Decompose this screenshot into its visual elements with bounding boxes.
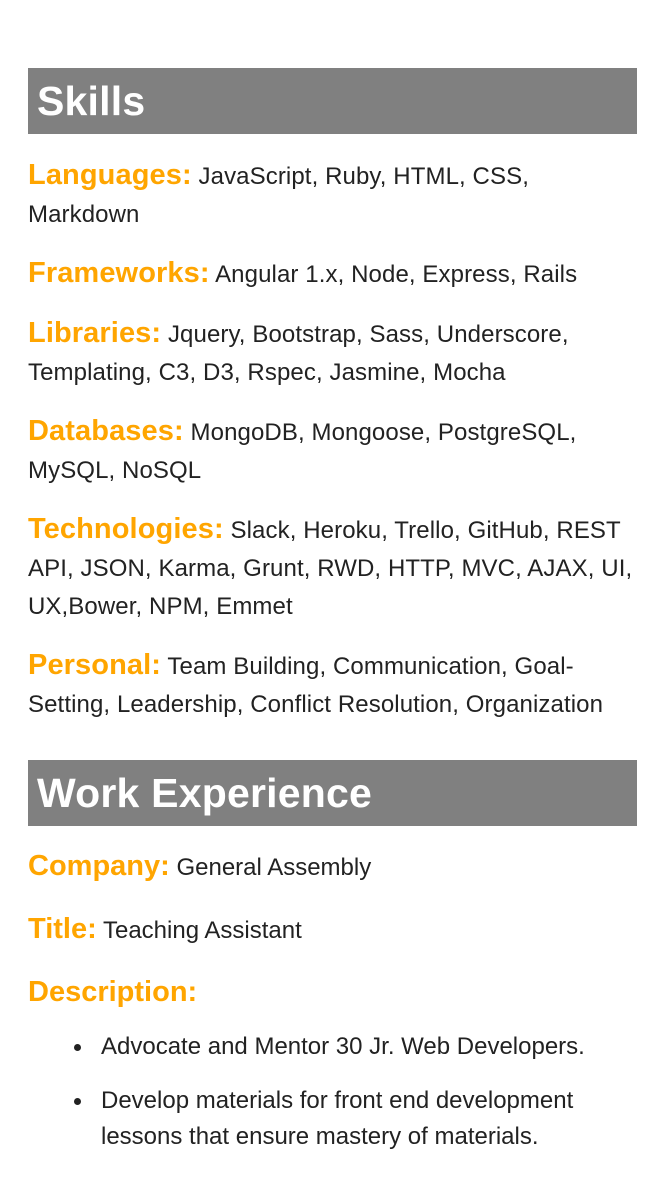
skill-value: Angular 1.x, Node, Express, Rails: [215, 261, 578, 288]
resume-page: Skills Languages: JavaScript, Ruby, HTML…: [28, 68, 637, 1173]
skill-value: Team Building, Communication, Goal-Setti…: [28, 653, 604, 718]
company-field: Company: General Assembly: [28, 847, 637, 887]
list-item: Develop materials for front end developm…: [74, 1083, 637, 1155]
list-item-text: Develop materials for front end developm…: [101, 1087, 574, 1150]
title-field: Title: Teaching Assistant: [28, 910, 637, 950]
company-value: General Assembly: [176, 854, 372, 881]
description-label: Description:: [28, 976, 198, 1008]
list-item-text: Advocate and Mentor 30 Jr. Web Developer…: [101, 1033, 585, 1060]
skills-heading: Skills: [28, 68, 637, 134]
skill-value: Slack, Heroku, Trello, GitHub, REST API,…: [28, 517, 633, 620]
work-entry: Company: General Assembly Title: Teachin…: [28, 847, 637, 1155]
title-value: Teaching Assistant: [102, 917, 302, 944]
company-label: Company:: [28, 850, 170, 882]
bullet-icon: [74, 1098, 81, 1105]
skill-technologies: Technologies: Slack, Heroku, Trello, Git…: [28, 510, 637, 626]
skill-frameworks: Frameworks: Angular 1.x, Node, Express, …: [28, 254, 637, 294]
skill-libraries: Libraries: Jquery, Bootstrap, Sass, Unde…: [28, 314, 637, 392]
list-item: Advocate and Mentor 30 Jr. Web Developer…: [74, 1029, 637, 1065]
skill-label: Frameworks:: [28, 257, 210, 289]
skill-personal: Personal: Team Building, Communication, …: [28, 646, 637, 724]
skill-label: Databases:: [28, 415, 184, 447]
skill-label: Technologies:: [28, 513, 224, 545]
title-label: Title:: [28, 913, 97, 945]
skills-list: Languages: JavaScript, Ruby, HTML, CSS, …: [28, 156, 637, 724]
skill-value: MongoDB, Mongoose, PostgreSQL, MySQL, No…: [28, 419, 577, 484]
work-experience-heading: Work Experience: [28, 760, 637, 826]
description-list: Advocate and Mentor 30 Jr. Web Developer…: [28, 1029, 637, 1155]
skill-value: Jquery, Bootstrap, Sass, Underscore, Tem…: [28, 321, 569, 386]
skill-label: Languages:: [28, 159, 192, 191]
skill-languages: Languages: JavaScript, Ruby, HTML, CSS, …: [28, 156, 637, 234]
skill-databases: Databases: MongoDB, Mongoose, PostgreSQL…: [28, 412, 637, 490]
skill-label: Personal:: [28, 649, 162, 681]
skill-label: Libraries:: [28, 317, 162, 349]
skill-value: JavaScript, Ruby, HTML, CSS, Markdown: [28, 163, 529, 228]
bullet-icon: [74, 1044, 81, 1051]
